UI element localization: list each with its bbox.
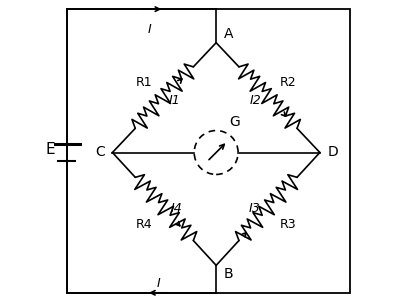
Text: R2: R2 [279, 76, 295, 89]
Text: B: B [223, 267, 233, 281]
Text: I1: I1 [169, 94, 180, 107]
Text: A: A [223, 27, 233, 41]
Text: R1: R1 [136, 76, 152, 89]
Text: D: D [327, 145, 337, 160]
Text: G: G [228, 115, 239, 129]
Text: I4: I4 [170, 203, 182, 215]
Text: I3: I3 [248, 203, 259, 215]
Text: E: E [45, 142, 55, 157]
Text: I: I [156, 277, 160, 290]
Text: I2: I2 [249, 94, 261, 107]
Text: R3: R3 [279, 218, 295, 231]
Text: R4: R4 [136, 218, 152, 231]
Text: I: I [147, 23, 151, 36]
Text: C: C [95, 145, 104, 160]
